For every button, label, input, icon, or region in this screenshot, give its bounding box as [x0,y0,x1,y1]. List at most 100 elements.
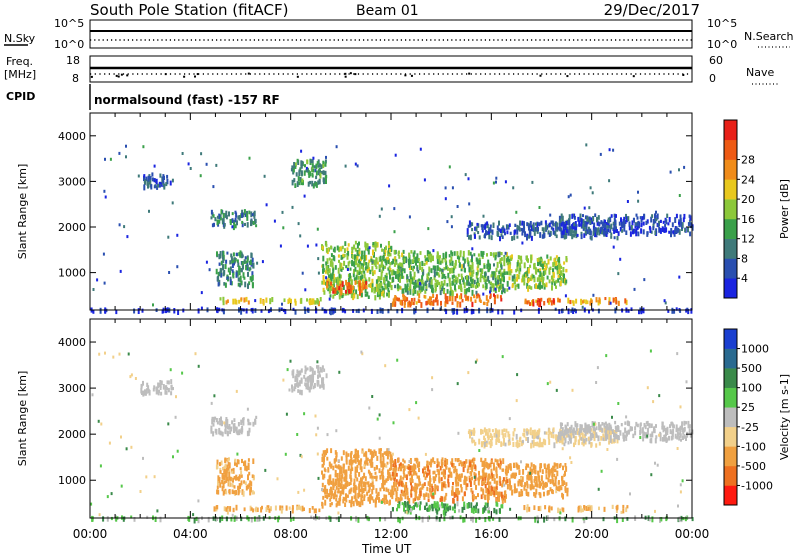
ytick-label: 2000 [58,428,86,441]
range-cell [296,377,299,383]
range-cell [381,468,384,475]
range-cell [249,505,252,512]
range-cell [490,235,493,241]
noise-cell [316,452,319,456]
range-cell [369,449,372,455]
noise-cell [119,269,122,273]
range-cell [582,214,584,218]
range-cell [478,294,481,299]
range-cell [465,459,468,464]
range-cell [449,267,451,274]
range-cell [243,297,246,303]
range-cell [352,261,355,266]
range-cell [475,504,478,509]
range-cell [458,509,461,513]
range-cell [495,437,498,442]
noise-cell [354,162,357,166]
range-cell [212,214,215,218]
range-cell [353,292,356,299]
range-cell [471,222,474,226]
range-cell [480,250,483,257]
noise-cell [594,422,597,426]
range-cell [392,298,395,305]
range-cell [578,431,581,436]
range-cell [148,179,151,185]
noise-cell [487,231,490,235]
noise-cell [256,261,259,265]
range-cell [557,431,560,437]
range-cell [487,481,490,486]
range-cell [398,297,400,302]
range-cell [535,222,537,226]
range-cell [252,221,255,225]
range-cell [372,454,374,458]
range-cell [92,309,95,314]
range-cell [300,160,303,166]
range-cell [343,248,346,253]
range-cell [643,432,646,436]
range-cell [539,493,542,499]
range-cell [310,367,313,371]
noise-cell [205,260,208,264]
noise-cell [265,203,268,207]
range-cell [525,488,528,495]
noise-cell [210,401,213,405]
range-cell [547,230,550,235]
range-cell [595,443,598,448]
range-cell [458,295,461,300]
range-cell [337,464,340,470]
range-cell [677,227,680,232]
range-cell [173,308,176,314]
range-cell [232,224,235,231]
range-cell [360,254,363,260]
range-cell [416,504,418,508]
range-cell [492,283,495,289]
range-cell [643,423,646,428]
noise-cell [90,502,93,506]
range-cell [466,257,469,263]
range-cell [349,273,351,279]
noise-cell [281,302,283,306]
range-cell [487,463,490,470]
range-cell [145,176,148,182]
range-cell [521,275,524,280]
range-cell [373,259,376,266]
range-cell [246,265,249,271]
range-cell [414,494,417,499]
range-cell [245,465,248,472]
range-cell [334,265,337,270]
range-cell [321,453,324,457]
range-cell [548,232,551,237]
range-cell [501,290,503,295]
range-cell [238,215,241,221]
range-cell [590,442,593,448]
range-cell [499,269,502,273]
station-title: South Pole Station (fitACF) [90,1,288,19]
range-cell [499,228,502,233]
range-cell [369,498,371,504]
range-cell [322,461,325,466]
range-cell [353,482,356,487]
noise-cell [567,195,570,199]
range-cell [386,455,389,460]
range-cell [458,256,461,263]
range-cell [345,494,348,500]
range-cell [557,436,560,442]
range-cell [344,485,347,489]
noise-cell [378,413,381,417]
range-cell [456,458,459,463]
range-cell [451,280,454,286]
noise-cell [316,227,319,231]
range-cell [532,464,535,470]
range-cell [677,427,680,431]
range-cell [528,225,530,231]
range-cell [215,418,218,423]
range-cell [468,235,470,240]
range-cell [360,477,363,484]
range-cell [558,485,561,491]
range-cell [319,384,322,389]
range-cell [237,488,240,495]
range-cell [221,431,224,437]
colorbar-swatch [724,139,737,160]
range-cell [511,236,514,241]
